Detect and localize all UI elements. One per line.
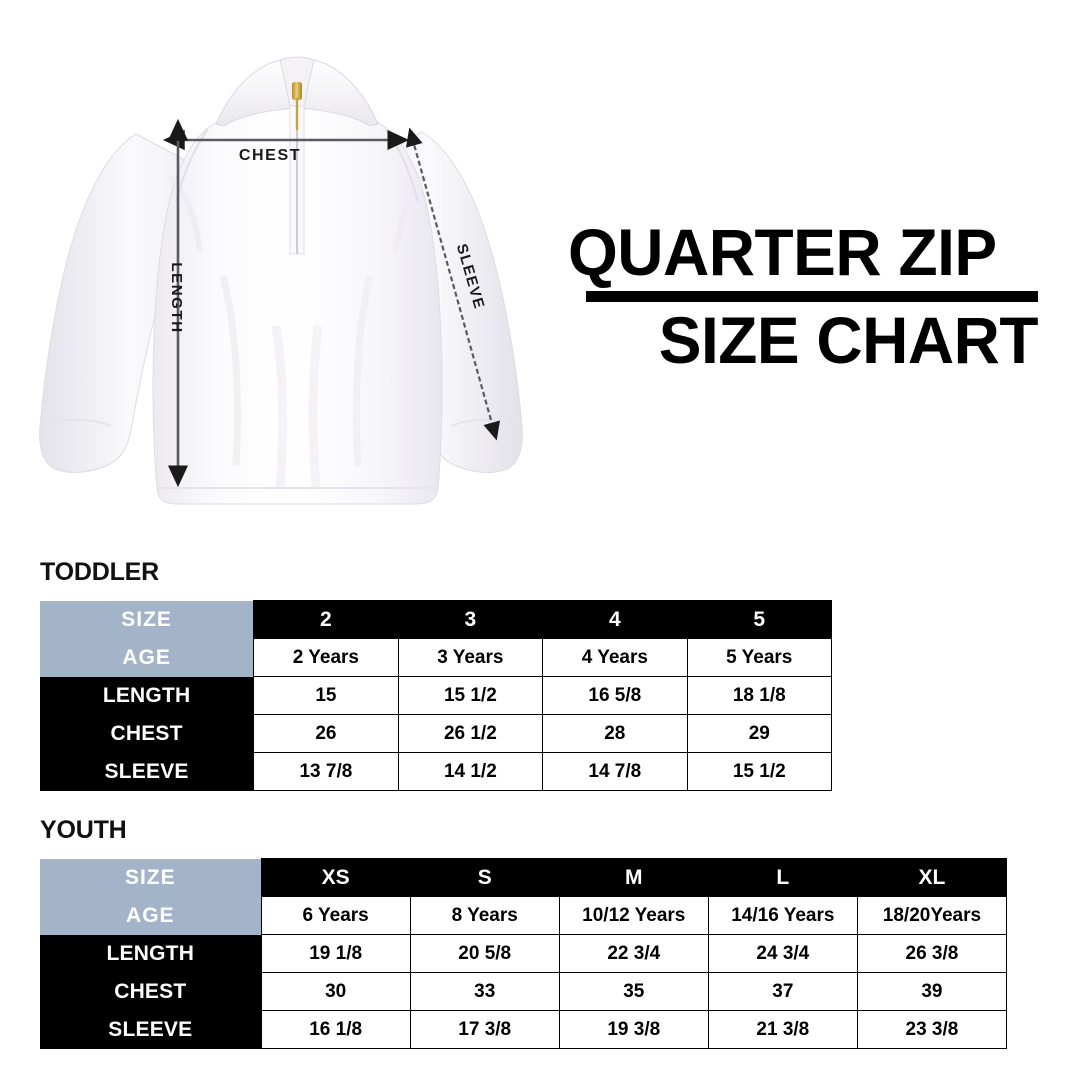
table-cell: 2 Years bbox=[253, 638, 399, 677]
table-cell: 26 3/8 bbox=[856, 934, 1008, 973]
table-cell: 20 5/8 bbox=[409, 934, 560, 973]
table-cell: 17 3/8 bbox=[409, 1010, 560, 1049]
table-cell: 14 7/8 bbox=[542, 752, 688, 791]
row-header-age: AGE bbox=[40, 896, 262, 935]
size-header-cell: L bbox=[707, 858, 858, 897]
table-cell: 5 Years bbox=[686, 638, 833, 677]
table-row: CHEST 30 33 35 37 39 bbox=[40, 972, 1008, 1011]
table-row: AGE 2 Years 3 Years 4 Years 5 Years bbox=[40, 638, 833, 677]
size-header-cell: 4 bbox=[542, 600, 688, 639]
size-header-cell: 3 bbox=[397, 600, 544, 639]
table-cell: 14/16 Years bbox=[707, 896, 858, 935]
row-header-chest: CHEST bbox=[40, 972, 262, 1011]
table-cell: 26 1/2 bbox=[397, 714, 544, 753]
row-header-sleeve: SLEEVE bbox=[40, 1010, 262, 1049]
row-header-chest: CHEST bbox=[40, 714, 254, 753]
row-header-size: SIZE bbox=[40, 858, 262, 897]
table-row: CHEST 26 26 1/2 28 29 bbox=[40, 714, 833, 753]
table-cell: 35 bbox=[558, 972, 709, 1011]
garment-body bbox=[152, 108, 443, 505]
table-cell: 15 1/2 bbox=[397, 676, 544, 715]
garment-zipper-pull bbox=[292, 82, 302, 100]
page-title-line-2: SIZE CHART bbox=[658, 302, 1039, 377]
table-cell: 28 bbox=[542, 714, 688, 753]
table-cell: 19 3/8 bbox=[558, 1010, 709, 1049]
table-cell: 21 3/8 bbox=[707, 1010, 858, 1049]
table-row: LENGTH 15 15 1/2 16 5/8 18 1/8 bbox=[40, 676, 833, 715]
table-cell: 37 bbox=[707, 972, 858, 1011]
measurement-chest: CHEST bbox=[162, 129, 410, 164]
length-label: LENGTH bbox=[168, 262, 185, 333]
table-cell: 16 5/8 bbox=[542, 676, 688, 715]
table-cell: 18/20Years bbox=[856, 896, 1008, 935]
size-header-cell: 2 bbox=[253, 600, 399, 639]
row-header-length: LENGTH bbox=[40, 934, 262, 973]
table-cell: 29 bbox=[686, 714, 833, 753]
table-row-size: SIZE 2 3 4 5 bbox=[40, 600, 833, 639]
size-header-cell: M bbox=[558, 858, 709, 897]
table-cell: 15 bbox=[253, 676, 399, 715]
table-cell: 26 bbox=[253, 714, 399, 753]
table-cell: 8 Years bbox=[409, 896, 560, 935]
table-cell: 14 1/2 bbox=[397, 752, 544, 791]
table-row: AGE 6 Years 8 Years 10/12 Years 14/16 Ye… bbox=[40, 896, 1008, 935]
table-row: SLEEVE 16 1/8 17 3/8 19 3/8 21 3/8 23 3/… bbox=[40, 1010, 1008, 1049]
table-cell: 30 bbox=[260, 972, 411, 1011]
row-header-sleeve: SLEEVE bbox=[40, 752, 254, 791]
measurement-length: LENGTH bbox=[167, 118, 189, 488]
table-cell: 15 1/2 bbox=[686, 752, 833, 791]
section-label-toddler: TODDLER bbox=[40, 558, 159, 586]
table-cell: 23 3/8 bbox=[856, 1010, 1008, 1049]
section-label-youth: YOUTH bbox=[40, 816, 127, 844]
youth-size-table: SIZE XS S M L XL AGE 6 Years 8 Years 10/… bbox=[40, 858, 1008, 1049]
table-cell: 13 7/8 bbox=[253, 752, 399, 791]
table-cell: 4 Years bbox=[542, 638, 688, 677]
table-row: SLEEVE 13 7/8 14 1/2 14 7/8 15 1/2 bbox=[40, 752, 833, 791]
quarter-zip-garment-svg: CHEST LENGTH SLEEVE bbox=[39, 56, 523, 505]
table-row: LENGTH 19 1/8 20 5/8 22 3/4 24 3/4 26 3/… bbox=[40, 934, 1008, 973]
table-cell: 22 3/4 bbox=[558, 934, 709, 973]
size-header-cell: XS bbox=[260, 858, 411, 897]
table-cell: 6 Years bbox=[260, 896, 411, 935]
table-cell: 19 1/8 bbox=[260, 934, 411, 973]
size-header-cell: XL bbox=[856, 858, 1008, 897]
table-cell: 16 1/8 bbox=[260, 1010, 411, 1049]
table-cell: 10/12 Years bbox=[558, 896, 709, 935]
row-header-size: SIZE bbox=[40, 600, 254, 639]
table-cell: 33 bbox=[409, 972, 560, 1011]
chart-title-block: QUARTER ZIP SIZE CHART bbox=[568, 215, 1039, 377]
row-header-age: AGE bbox=[40, 638, 254, 677]
garment-illustration: CHEST LENGTH SLEEVE bbox=[18, 26, 558, 518]
table-cell: 3 Years bbox=[397, 638, 544, 677]
chest-label: CHEST bbox=[239, 147, 301, 164]
table-cell: 24 3/4 bbox=[707, 934, 858, 973]
title-divider-rule bbox=[586, 290, 1038, 302]
table-row-size: SIZE XS S M L XL bbox=[40, 858, 1008, 897]
size-header-cell: 5 bbox=[686, 600, 833, 639]
table-cell: 18 1/8 bbox=[686, 676, 833, 715]
sleeve-arrow bbox=[405, 127, 501, 441]
page-title-line-1: QUARTER ZIP bbox=[568, 215, 997, 289]
row-header-length: LENGTH bbox=[40, 676, 254, 715]
table-cell: 39 bbox=[856, 972, 1008, 1011]
toddler-size-table: SIZE 2 3 4 5 AGE 2 Years 3 Years 4 Years… bbox=[40, 600, 833, 791]
size-header-cell: S bbox=[409, 858, 560, 897]
